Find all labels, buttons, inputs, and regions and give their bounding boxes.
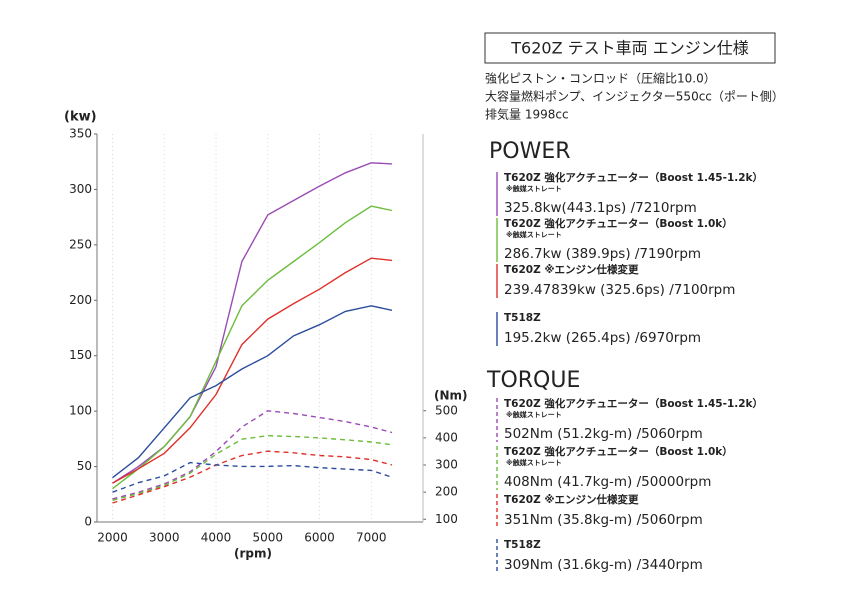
x-tick-label: 2000 — [97, 531, 128, 545]
legend-name: T620Z ※エンジン仕様変更 — [504, 263, 639, 276]
y-tick-label: 300 — [69, 182, 92, 196]
y-axis-label: (kw) — [64, 110, 97, 125]
y2-axis-label: (Nm) — [434, 389, 468, 403]
y-tick-label: 100 — [69, 404, 92, 418]
title: T620Z テスト車両 エンジン仕様 — [510, 39, 748, 58]
series-line — [112, 410, 393, 500]
x-tick-label: 5000 — [252, 531, 283, 545]
y2-tick-label: 300 — [435, 458, 458, 472]
series-line — [112, 461, 393, 493]
legend-name: T620Z 強化アクチュエーター（Boost 1.45-1.2k） — [504, 171, 763, 184]
title-box — [484, 32, 776, 64]
spec-line: 大容量燃料ポンプ、インジェクター550cc（ポート側） — [485, 89, 784, 104]
legend-peak: 351Nm (35.8kg-m) /5060rpm — [504, 512, 703, 528]
y2-tick-label: 100 — [435, 512, 458, 526]
x-tick-label: 4000 — [201, 531, 232, 545]
series-line — [112, 162, 393, 484]
legend-peak: 286.7kw (389.9ps) /7190rpm — [504, 246, 701, 262]
y2-tick-label: 200 — [435, 485, 458, 499]
series-line — [112, 305, 393, 479]
legend-title: TORQUE — [486, 368, 580, 393]
legend-name: T518Z — [504, 539, 541, 551]
legend-peak: 502Nm (51.2kg-m) /5060rpm — [504, 426, 703, 442]
spec-line: 強化ピストン・コンロッド（圧縮比10.0） — [485, 71, 716, 86]
legend-peak: 195.2kw (265.4ps) /6970rpm — [504, 330, 701, 346]
y-tick-label: 150 — [69, 348, 92, 362]
legend-name: T620Z ※エンジン仕様変更 — [504, 493, 639, 506]
legend-name: T620Z 強化アクチュエーター（Boost 1.45-1.2k） — [504, 397, 763, 410]
spec-line: 排気量 1998cc — [485, 107, 569, 122]
legend-peak: 408Nm (41.7kg-m) /50000rpm — [504, 474, 711, 490]
y-tick-label: 200 — [69, 293, 92, 307]
series-line — [112, 205, 393, 490]
x-tick-label: 3000 — [149, 531, 180, 545]
legend-note: ※触媒ストレート — [506, 230, 562, 239]
legend-name: T620Z 強化アクチュエーター（Boost 1.0k） — [504, 217, 733, 230]
y-tick-label: 50 — [77, 459, 92, 473]
series-line — [112, 434, 393, 501]
legend-title: POWER — [489, 139, 571, 164]
legend-note: ※触媒ストレート — [506, 184, 562, 193]
legend-name: T620Z 強化アクチュエーター（Boost 1.0k） — [504, 445, 733, 458]
series-line — [112, 450, 393, 504]
y2-tick-label: 400 — [435, 430, 458, 444]
x-tick-label: 7000 — [356, 531, 387, 545]
x-axis-label: (rpm) — [234, 547, 272, 561]
legend-peak: 325.8kw(443.1ps) /7210rpm — [504, 200, 697, 216]
y-tick-label: 350 — [69, 127, 92, 141]
legend-peak: 239.47839kw (325.6ps) /7100rpm — [504, 282, 735, 298]
x-tick-label: 6000 — [304, 531, 335, 545]
y-tick-label: 250 — [69, 237, 92, 251]
legend-note: ※触媒ストレート — [506, 458, 562, 467]
series-line — [112, 257, 393, 484]
y-tick-label: 0 — [84, 515, 92, 529]
legend-note: ※触媒ストレート — [506, 410, 562, 419]
legend-peak: 309Nm (31.6kg-m) /3440rpm — [504, 557, 703, 573]
y2-tick-label: 500 — [435, 403, 458, 417]
legend-name: T518Z — [504, 312, 541, 324]
